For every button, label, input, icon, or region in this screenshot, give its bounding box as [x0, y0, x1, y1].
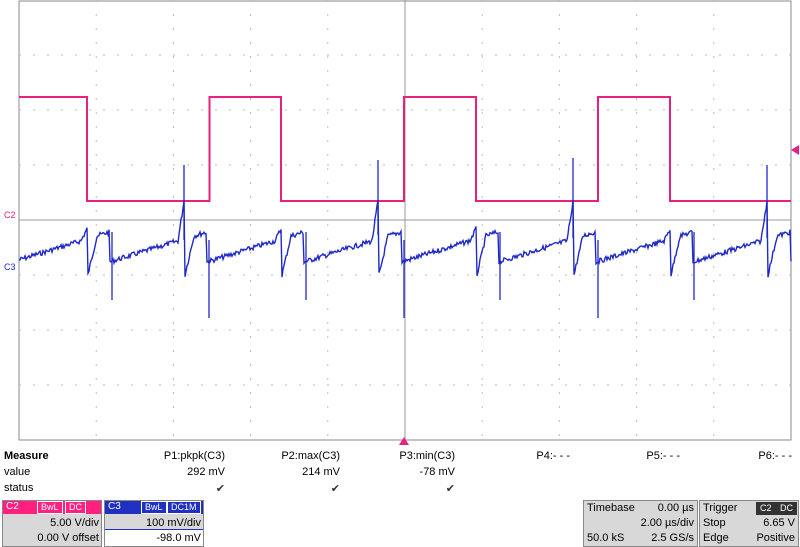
- timebase-rate: 2.5 GS/s: [651, 532, 694, 544]
- channel-c3-bwl-tag: BwL: [141, 501, 167, 514]
- trigger-position-marker[interactable]: [399, 437, 409, 445]
- trigger-slope: Positive: [756, 532, 795, 544]
- c3-trace: [19, 200, 792, 278]
- trigger-mode: Stop: [703, 517, 726, 529]
- param-name-p2[interactable]: P2:max(C3): [281, 450, 340, 462]
- channel-c2-offset: 0.00 V offset: [37, 532, 99, 544]
- timebase-delay: 0.00 µs: [657, 502, 694, 514]
- measure-panel: Measure P1:pkpk(C3) P2:max(C3) P3:min(C3…: [0, 448, 800, 500]
- c3-level-marker[interactable]: C3: [4, 262, 16, 272]
- trigger-coupling-tag: DC: [776, 502, 797, 515]
- param-name-p3[interactable]: P3:min(C3): [399, 450, 455, 462]
- timebase-label: Timebase: [587, 502, 635, 514]
- channel-c3-name: C3: [108, 501, 121, 512]
- param-name-p5[interactable]: P5:- - -: [646, 450, 680, 462]
- channel-c2-bwl-tag: BwL: [37, 501, 63, 514]
- trigger-level-marker[interactable]: [791, 145, 799, 155]
- c2-level-marker[interactable]: C2: [4, 210, 16, 220]
- param-name-p1[interactable]: P1:pkpk(C3): [163, 450, 225, 462]
- param-name-p4[interactable]: P4:- - -: [536, 450, 570, 462]
- trigger-level: 6.65 V: [763, 517, 795, 529]
- timebase-descriptor[interactable]: Timebase 0.00 µs 2.00 µs/div 50.0 kS 2.5…: [583, 500, 698, 547]
- channel-c2-descriptor[interactable]: C2 BwL DC 5.00 V/div 0.00 V offset: [2, 500, 102, 547]
- param-value-p2: 214 mV: [302, 466, 340, 478]
- waveform-display: C2 C3: [4, 0, 799, 445]
- timebase-tdiv: 2.00 µs/div: [640, 517, 694, 529]
- value-row-label: value: [4, 466, 31, 478]
- measure-heading: Measure: [4, 450, 49, 462]
- param-name-p6[interactable]: P6:- - -: [758, 450, 792, 462]
- status-row-label: status: [4, 482, 34, 494]
- channel-c3-vdiv: 100 mV/div: [145, 517, 201, 529]
- measure-header-row: Measure P1:pkpk(C3) P2:max(C3) P3:min(C3…: [0, 450, 800, 466]
- status-check-icon: ✔: [215, 483, 225, 495]
- param-value-p1: 292 mV: [187, 466, 225, 478]
- channel-c3-descriptor[interactable]: C3 BwL DC1M 100 mV/div -98.0 mV: [104, 500, 204, 547]
- trigger-source-tag: C2: [756, 502, 776, 515]
- channel-c2-dc-tag: DC: [65, 501, 86, 514]
- channel-c2-vdiv: 5.00 V/div: [50, 517, 99, 529]
- c2-trace: [19, 96, 791, 202]
- channel-c2-name: C2: [6, 501, 19, 512]
- timebase-samples: 50.0 kS: [587, 532, 625, 544]
- trigger-type: Edge: [703, 532, 729, 544]
- trigger-descriptor[interactable]: Trigger C2 DC Stop 6.65 V Edge Positive: [699, 500, 799, 547]
- status-check-icon: ✔: [330, 483, 340, 495]
- status-check-icon: ✔: [445, 483, 455, 495]
- measure-status-row: status ✔ ✔ ✔: [0, 482, 800, 498]
- measure-value-row: value 292 mV 214 mV -78 mV: [0, 466, 800, 482]
- channel-c3-dc1m-tag: DC1M: [167, 501, 201, 514]
- channel-c3-offset: -98.0 mV: [156, 532, 201, 544]
- trigger-label: Trigger: [703, 502, 738, 514]
- param-value-p3: -78 mV: [419, 466, 455, 478]
- channel-c3-offset-bar: [105, 529, 203, 546]
